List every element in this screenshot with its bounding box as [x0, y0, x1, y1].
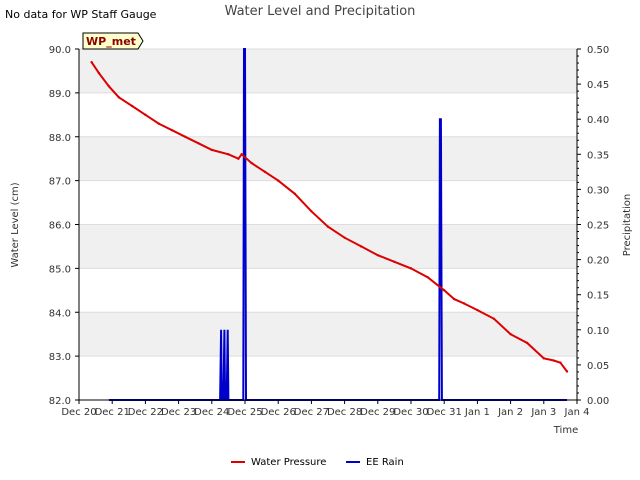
- plot-bands: [79, 49, 577, 357]
- y-right-tick-label: 0.30: [587, 185, 609, 196]
- x-tick-label: Dec 31: [427, 407, 462, 418]
- water-pressure-point: [476, 308, 479, 312]
- x-tick-label: Jan 4: [564, 407, 590, 418]
- x-tick-label: Dec 20: [61, 407, 96, 418]
- station-badge-shape: [82, 32, 144, 50]
- y-right-tick-label: 0.40: [587, 115, 609, 126]
- y-right-tick-label: 0.35: [587, 150, 609, 161]
- x-tick-label: Jan 2: [497, 407, 523, 418]
- water-pressure-point: [157, 122, 160, 125]
- x-tick-label: Dec 26: [261, 407, 296, 418]
- water-pressure-point: [227, 153, 230, 156]
- water-pressure-point: [360, 245, 363, 248]
- y-right-tick-label: 0.15: [587, 291, 609, 302]
- chart-title: Water Level and Precipitation: [225, 4, 416, 19]
- water-pressure-point: [492, 317, 496, 321]
- plot-band: [79, 312, 577, 357]
- water-pressure-point: [526, 341, 529, 345]
- tick-layer: 82.0 83.0 84.0 85.0 86.0 87.0 88.0 89.0 90.0 0.00…: [49, 45, 610, 418]
- y-left-tick-label: 90.0: [49, 45, 71, 56]
- water-pressure-point: [240, 153, 243, 156]
- water-pressure-point: [542, 357, 545, 360]
- x-tick-label: Dec 28: [327, 407, 362, 418]
- water-pressure-point: [107, 85, 111, 88]
- y-left-tick-label: 89.0: [49, 89, 71, 100]
- water-pressure-point: [565, 370, 569, 373]
- y-left-tick-label: 83.0: [49, 352, 71, 363]
- water-pressure-point: [326, 225, 330, 228]
- x-tick-label: Dec 30: [393, 407, 428, 418]
- water-pressure-point: [426, 275, 429, 279]
- x-tick-label: Dec 22: [128, 407, 163, 418]
- water-pressure-point: [509, 332, 512, 336]
- water-pressure-point: [263, 170, 267, 174]
- x-tick-label: Dec 29: [360, 407, 395, 418]
- water-pressure-point: [210, 148, 213, 152]
- station-badge-label: WP_met: [86, 35, 136, 48]
- water-pressure-point: [250, 161, 253, 165]
- water-pressure-point: [409, 267, 413, 270]
- y-right-tick-label: 0.05: [587, 361, 609, 372]
- y-left-tick-label: 85.0: [49, 264, 71, 275]
- legend-label-ee-rain: EE Rain: [366, 457, 404, 468]
- water-pressure-point: [552, 359, 555, 362]
- water-pressure-point: [197, 142, 200, 145]
- y-right-tick-label: 0.25: [587, 221, 609, 232]
- water-pressure-point: [559, 361, 562, 364]
- water-pressure-point: [462, 302, 466, 305]
- water-pressure-point: [90, 60, 93, 64]
- x-tick-label: Dec 24: [194, 407, 229, 418]
- water-pressure-point: [310, 210, 313, 213]
- station-badge: WP_met: [82, 32, 144, 50]
- x-tick-label: Dec 21: [95, 407, 130, 418]
- water-pressure-point: [170, 128, 174, 132]
- x-tick-label: Jan 1: [464, 407, 490, 418]
- water-pressure-point: [184, 135, 187, 138]
- x-tick-label: Dec 27: [294, 407, 329, 418]
- y-left-tick-label: 82.0: [49, 396, 71, 407]
- y-left-tick-label: 84.0: [49, 308, 71, 319]
- y-left-tick-label: 88.0: [49, 133, 71, 144]
- no-data-note: No data for WP Staff Gauge: [5, 8, 157, 21]
- x-axis-label: Time: [553, 425, 578, 436]
- water-pressure-point: [452, 297, 456, 301]
- grid-lines: [79, 48, 577, 401]
- water-pressure-point: [393, 260, 396, 263]
- y-left-tick-label: 86.0: [49, 221, 71, 232]
- plot-band: [79, 224, 577, 269]
- y-axis-right-label: Precipitation: [622, 194, 633, 257]
- legend-label-water-pressure: Water Pressure: [251, 457, 326, 468]
- water-pressure-point: [376, 254, 379, 257]
- plot-band: [79, 49, 577, 93]
- y-right-tick-label: 0.45: [587, 80, 609, 91]
- y-left-tick-label: 87.0: [49, 177, 71, 188]
- legend: Water Pressure EE Rain: [231, 457, 404, 468]
- x-tick-label: Jan 3: [530, 407, 556, 418]
- water-pressure-point: [277, 179, 280, 182]
- y-axis-left-label: Water Level (cm): [10, 182, 21, 267]
- water-pressure-point: [293, 192, 296, 195]
- y-right-tick-label: 0.50: [587, 45, 609, 56]
- water-pressure-point: [144, 113, 147, 117]
- water-pressure-point: [237, 157, 240, 160]
- water-pressure-point: [443, 289, 446, 292]
- plot-band: [79, 136, 577, 181]
- water-pressure-point: [343, 236, 346, 239]
- water-pressure-point: [117, 96, 121, 99]
- y-right-tick-label: 0.20: [587, 256, 609, 267]
- water-pressure-point: [97, 71, 101, 75]
- x-tick-label: Dec 25: [227, 407, 262, 418]
- x-tick-label: Dec 23: [161, 407, 196, 418]
- y-right-tick-label: 0.00: [587, 396, 609, 407]
- water-pressure-point: [130, 104, 134, 108]
- y-right-tick-label: 0.10: [587, 326, 609, 337]
